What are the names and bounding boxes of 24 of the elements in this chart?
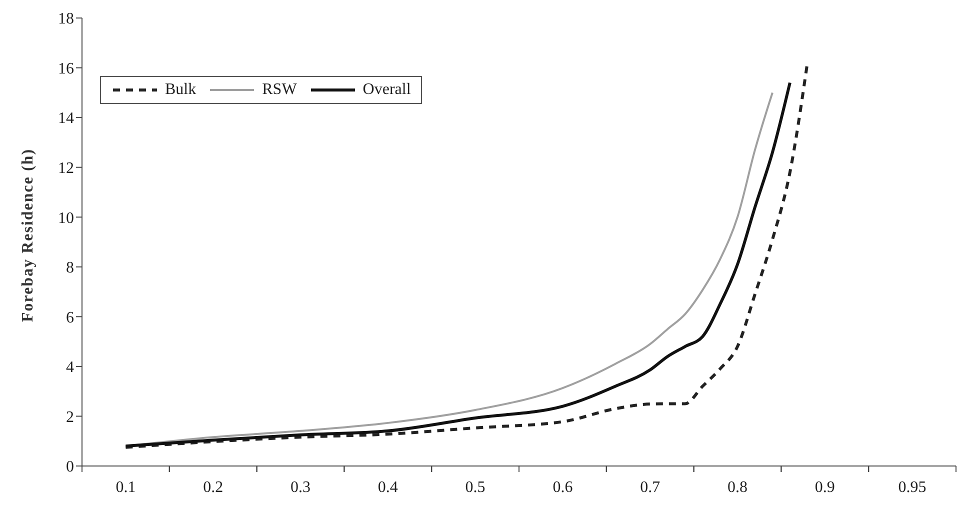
x-tick-label: 0.4 [378,479,398,496]
legend-label: Overall [362,81,411,99]
y-axis-title: Forebay Residence (h) [20,148,37,322]
x-tick-label: 0.6 [552,479,573,496]
x-tick-label: 0.9 [814,479,835,496]
y-tick-label: 4 [66,359,74,376]
y-tick-label: 2 [66,408,74,426]
y-tick-label: 12 [58,160,74,178]
x-tick-label: 0.5 [465,479,486,496]
legend-label: RSW [262,81,297,99]
legend-label: Bulk [165,81,196,99]
y-tick-label: 14 [58,110,74,128]
x-tick-label: 0.1 [116,479,136,496]
y-tick-label: 18 [58,10,74,28]
x-tick-label: 0.95 [898,479,926,496]
y-tick-label: 6 [66,309,74,326]
y-tick-label: 8 [66,260,74,277]
y-tick-label: 0 [66,458,74,476]
x-tick-label: 0.7 [640,479,660,496]
x-tick-label: 0.3 [290,479,310,496]
y-tick-label: 10 [58,210,74,227]
y-tick-label: 16 [58,60,74,78]
x-tick-label: 0.2 [203,479,224,496]
x-tick-label: 0.8 [728,479,748,496]
